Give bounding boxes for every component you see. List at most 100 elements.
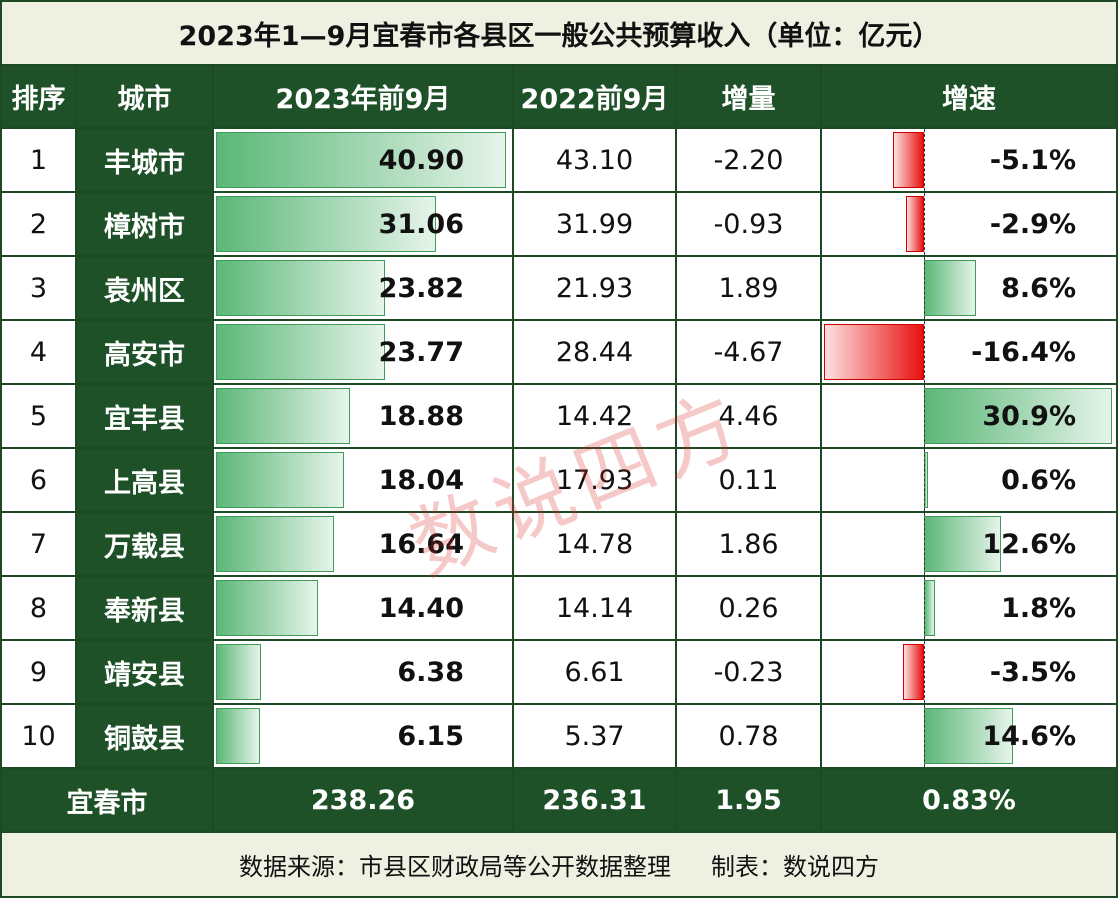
cell-text: 43.10 xyxy=(555,144,634,176)
table-cell: 12.6% xyxy=(822,513,1116,575)
table-cell: 6 xyxy=(2,449,75,511)
cell-text: 16.64 xyxy=(378,528,464,560)
table-cell: 23.77 xyxy=(214,321,512,383)
table-cell: 14.6% xyxy=(822,705,1116,767)
cell-text: 14.40 xyxy=(378,592,464,624)
table-cell: 14.40 xyxy=(214,577,512,639)
table-cell: 8.6% xyxy=(822,257,1116,319)
cell-text: 31.06 xyxy=(378,208,464,240)
header-text: 2023年前9月 xyxy=(275,84,451,115)
cell-text: 2 xyxy=(29,208,48,240)
cell-text: -2.20 xyxy=(713,144,784,176)
data-bar xyxy=(216,260,385,316)
cell-text: 0.11 xyxy=(718,464,779,496)
credit: 制表：数说四方 xyxy=(711,853,879,881)
cell-text: 1.89 xyxy=(718,272,779,304)
zero-line xyxy=(924,641,925,703)
data-bar xyxy=(216,644,262,700)
data-bar xyxy=(216,580,319,636)
total-cell: 236.31 xyxy=(514,769,675,831)
table-cell: 16.64 xyxy=(214,513,512,575)
table-cell: 4.46 xyxy=(677,385,820,447)
header-cell: 排序 xyxy=(2,66,75,127)
header-text: 增速 xyxy=(942,84,996,115)
total-cell: 238.26 xyxy=(214,769,512,831)
cell-text: 30.9% xyxy=(982,400,1076,432)
table-cell: 奉新县 xyxy=(77,577,212,639)
cell-text: 28.44 xyxy=(555,336,634,368)
data-bar xyxy=(216,388,350,444)
cell-text: 23.82 xyxy=(378,272,464,304)
table-cell: 0.11 xyxy=(677,449,820,511)
data-bar xyxy=(216,452,344,508)
cell-text: 0.26 xyxy=(718,592,779,624)
cell-text: 7 xyxy=(29,528,48,560)
table-cell: 高安市 xyxy=(77,321,212,383)
growth-bar xyxy=(924,580,935,636)
cell-text: 5.37 xyxy=(564,720,625,752)
header-text: 2022前9月 xyxy=(520,84,669,115)
cell-text: 14.14 xyxy=(555,592,634,624)
zero-line xyxy=(924,705,925,767)
cell-text: 万载县 xyxy=(104,531,185,563)
header-cell: 增量 xyxy=(677,66,820,127)
total-cell: 宜春市 xyxy=(2,769,212,831)
cell-text: 6 xyxy=(29,464,48,496)
cell-text: 14.6% xyxy=(982,720,1076,752)
header-text: 城市 xyxy=(117,84,172,115)
zero-line xyxy=(924,193,925,255)
cell-text: 4 xyxy=(29,336,48,368)
footer-cell: 数据来源：市县区财政局等公开数据整理 制表：数说四方 xyxy=(2,833,1116,896)
cell-text: 上高县 xyxy=(104,467,185,499)
cell-text: 14.42 xyxy=(555,400,634,432)
cell-text: 袁州区 xyxy=(104,275,185,307)
total-text: 238.26 xyxy=(310,784,416,816)
table-cell: 1 xyxy=(2,129,75,191)
growth-bar xyxy=(924,516,1001,572)
cell-text: 18.88 xyxy=(378,400,464,432)
header-text: 增量 xyxy=(721,84,776,115)
table-cell: 宜丰县 xyxy=(77,385,212,447)
table-cell: 31.06 xyxy=(214,193,512,255)
cell-text: 9 xyxy=(29,656,48,688)
cell-text: 18.04 xyxy=(378,464,464,496)
table-cell: 7 xyxy=(2,513,75,575)
cell-text: 6.15 xyxy=(397,720,464,752)
growth-bar xyxy=(924,388,1113,444)
table-cell: 靖安县 xyxy=(77,641,212,703)
cell-text: 14.78 xyxy=(555,528,634,560)
table-cell: 1.89 xyxy=(677,257,820,319)
cell-text: 10 xyxy=(21,720,56,752)
cell-text: 靖安县 xyxy=(104,659,185,691)
table-cell: 14.14 xyxy=(514,577,675,639)
cell-text: 21.93 xyxy=(555,272,634,304)
cell-text: 17.93 xyxy=(555,464,634,496)
data-bar xyxy=(216,132,506,188)
table-cell: 18.88 xyxy=(214,385,512,447)
growth-bar xyxy=(823,324,924,380)
zero-line xyxy=(924,577,925,639)
cell-text: 宜丰县 xyxy=(104,403,185,435)
table-cell: 万载县 xyxy=(77,513,212,575)
cell-text: 1.86 xyxy=(718,528,779,560)
table-cell: 18.04 xyxy=(214,449,512,511)
data-bar xyxy=(216,708,260,764)
table-cell: -2.9% xyxy=(822,193,1116,255)
cell-text: -2.9% xyxy=(989,208,1076,240)
growth-bar xyxy=(924,260,977,316)
table-cell: 0.26 xyxy=(677,577,820,639)
data-bar xyxy=(216,196,437,252)
zero-line xyxy=(924,129,925,191)
table-cell: 6.38 xyxy=(214,641,512,703)
table-cell: 8 xyxy=(2,577,75,639)
cell-text: 12.6% xyxy=(982,528,1076,560)
table-cell: 袁州区 xyxy=(77,257,212,319)
cell-text: -5.1% xyxy=(989,144,1076,176)
header-cell: 2023年前9月 xyxy=(214,66,512,127)
table-cell: -16.4% xyxy=(822,321,1116,383)
table-cell: -2.20 xyxy=(677,129,820,191)
zero-line xyxy=(924,257,925,319)
table-cell: 丰城市 xyxy=(77,129,212,191)
growth-bar xyxy=(902,644,924,700)
